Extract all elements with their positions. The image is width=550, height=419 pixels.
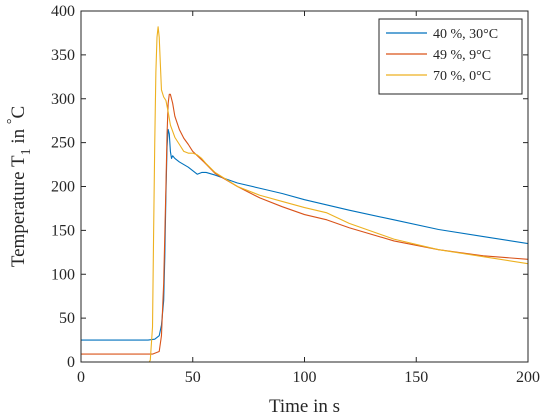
axis-ticks: 0 50 100 150 200 0 50 100 150 200 250 300 350 400 — [51, 3, 540, 386]
x-tick-label: 50 — [185, 369, 201, 386]
plot-area — [81, 26, 528, 362]
y-tick-label: 0 — [67, 354, 75, 371]
y-axis-label: Temperature T1 in °C — [5, 106, 34, 267]
series-line-2 — [81, 93, 528, 355]
y-tick-label: 350 — [51, 47, 75, 64]
legend-box — [378, 18, 523, 95]
x-axis-label: Time in s — [269, 396, 340, 417]
y-axis-label-subscript: 1 — [19, 148, 34, 155]
y-tick-label: 200 — [51, 179, 75, 196]
x-tick-label: 150 — [404, 369, 428, 386]
y-axis-label-suffix: in — [8, 124, 29, 148]
legend-label-3: 70 %, 0°C — [433, 69, 491, 84]
x-tick-label: 100 — [293, 369, 317, 386]
legend-label-2: 49 %, 9°C — [433, 48, 491, 63]
y-tick-label: 250 — [51, 135, 75, 152]
series-line-1 — [81, 128, 528, 341]
y-tick-label: 150 — [51, 222, 75, 239]
legend-label-1: 40 %, 30°C — [433, 27, 498, 42]
y-tick-label: 50 — [59, 310, 75, 327]
series-line-3 — [148, 26, 528, 362]
plot-frame — [80, 10, 529, 363]
y-tick-label: 300 — [51, 91, 75, 108]
y-tick-label: 100 — [51, 266, 75, 283]
y-axis-label-degree: ° — [5, 119, 20, 125]
y-axis-label-unit: C — [8, 106, 29, 119]
legend: 40 %, 30°C 49 %, 9°C 70 %, 0°C — [378, 18, 523, 95]
y-axis-label-prefix: Temperature T — [8, 155, 29, 267]
x-tick-label: 200 — [516, 369, 540, 386]
y-tick-label: 400 — [51, 3, 75, 20]
x-tick-label: 0 — [77, 369, 85, 386]
